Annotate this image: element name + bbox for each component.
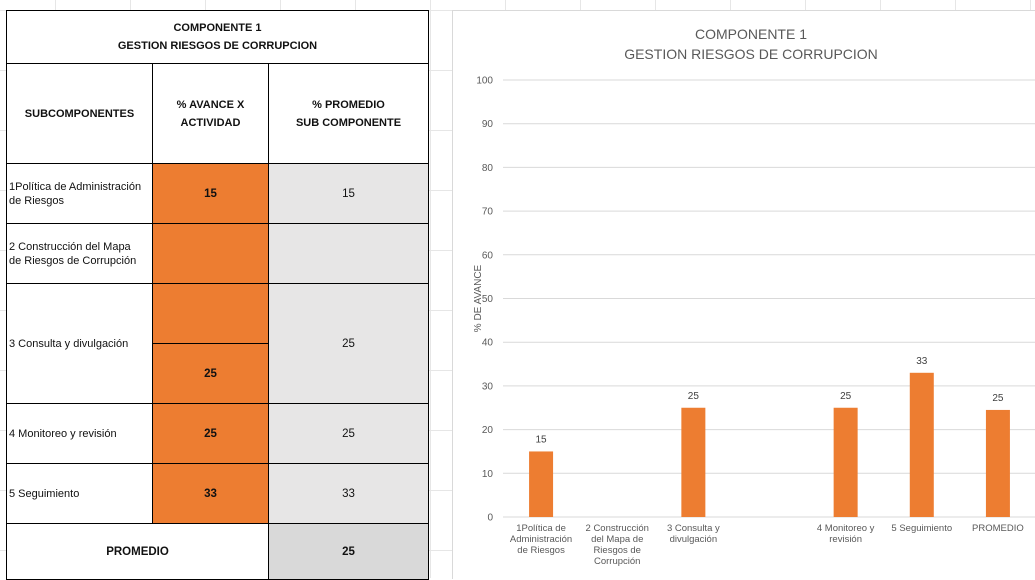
x-tick-label: de Riesgos	[517, 545, 565, 556]
data-label: 15	[536, 434, 548, 445]
header-avance-line2: ACTIVIDAD	[180, 116, 241, 129]
promedio-cell[interactable]: 25	[268, 283, 429, 404]
header-subcomponentes: SUBCOMPONENTES	[6, 63, 153, 164]
y-tick-label: 60	[482, 250, 494, 261]
promedio-label: PROMEDIO	[6, 523, 269, 580]
y-tick-label: 100	[476, 76, 493, 87]
table-row-promedio: PROMEDIO 25	[6, 523, 429, 580]
avance-cell[interactable]: 15	[152, 163, 269, 224]
avance-cell[interactable]: 25	[152, 343, 269, 404]
header-promedio-line1: % PROMEDIO	[312, 98, 385, 111]
row-label: 2 Construcción del Mapa de Riesgos de Co…	[6, 223, 153, 284]
y-tick-label: 50	[482, 294, 494, 305]
row-label-line1: 2 Construcción del Mapa	[9, 240, 131, 253]
row-label: 4 Monitoreo y revisión	[6, 403, 153, 464]
table-title-line2: GESTION RIESGOS DE CORRUPCION	[117, 40, 318, 52]
bar	[529, 451, 554, 517]
row-label-line2: de Riesgos de Corrupción	[9, 254, 137, 267]
x-tick-label: Corrupción	[594, 556, 640, 567]
bar	[833, 407, 858, 517]
table-row: 3 Consulta y divulgación 25	[6, 283, 429, 404]
y-tick-label: 20	[482, 425, 494, 436]
promedio-total-cell[interactable]: 25	[268, 523, 429, 580]
header-avance: % AVANCE X ACTIVIDAD	[152, 63, 269, 164]
header-promedio: % PROMEDIO SUB COMPONENTE	[268, 63, 429, 164]
table-row: 4 Monitoreo y revisión 25 25	[6, 403, 429, 464]
x-tick-label: del Mapa de	[591, 534, 643, 545]
avance-cell[interactable]	[152, 283, 269, 344]
row-label: 1Política de Administración de Riesgos	[6, 163, 153, 224]
x-tick-label: PROMEDIO	[972, 523, 1024, 534]
promedio-cell[interactable]: 25	[268, 403, 429, 464]
y-tick-label: 30	[482, 381, 494, 392]
table-row: 25	[7, 343, 429, 404]
promedio-cell[interactable]: 33	[268, 463, 429, 524]
y-axis-label: % DE AVANCE	[473, 264, 484, 332]
chart-title-line1: COMPONENTE 1	[695, 26, 807, 42]
x-tick-label: 4 Monitoreo y	[817, 523, 875, 534]
x-tick-label: 5 Seguimiento	[891, 523, 952, 534]
row-label-line1: 1Política de Administración	[9, 180, 142, 193]
x-tick-label: Administración	[510, 534, 572, 545]
x-tick-label: revisión	[829, 534, 862, 545]
chart-title-line2: GESTION RIESGOS DE CORRUPCION	[624, 46, 878, 62]
promedio-cell[interactable]: 15	[268, 163, 429, 224]
header-promedio-line2: SUB COMPONENTE	[295, 116, 402, 129]
x-tick-label: Riesgos de	[593, 545, 641, 556]
data-label: 33	[916, 356, 928, 367]
bar	[985, 409, 1010, 517]
x-tick-label: divulgación	[670, 534, 718, 545]
promedio-cell[interactable]	[268, 223, 429, 284]
row-label: 3 Consulta y divulgación	[6, 283, 153, 404]
data-label: 25	[840, 391, 852, 402]
row-label-line2: de Riesgos	[9, 194, 65, 207]
x-tick-label: 1Política de	[516, 523, 566, 534]
y-tick-label: 80	[482, 163, 494, 174]
chart-panel[interactable]: COMPONENTE 1 GESTION RIESGOS DE CORRUPCIO…	[452, 10, 1035, 579]
data-label: 25	[688, 391, 700, 402]
y-tick-label: 40	[482, 338, 494, 349]
table-row: 1Política de Administración de Riesgos 1…	[6, 163, 429, 224]
bar	[909, 372, 934, 517]
row-label: 5 Seguimiento	[6, 463, 153, 524]
component-table: COMPONENTE 1 GESTION RIESGOS DE CORRUPCI…	[6, 10, 429, 580]
table-row: 5 Seguimiento 33 33	[6, 463, 429, 524]
data-label: 25	[992, 393, 1004, 404]
bar	[681, 407, 706, 517]
avance-cell[interactable]: 25	[152, 403, 269, 464]
y-tick-label: 10	[482, 469, 494, 480]
table-row: 2 Construcción del Mapa de Riesgos de Co…	[6, 223, 429, 284]
y-tick-label: 90	[482, 119, 494, 130]
table-title: COMPONENTE 1 GESTION RIESGOS DE CORRUPCI…	[6, 10, 429, 64]
header-avance-line1: % AVANCE X	[176, 98, 245, 111]
table-title-line1: COMPONENTE 1	[173, 22, 262, 34]
avance-cell[interactable]: 33	[152, 463, 269, 524]
avance-cell[interactable]	[152, 223, 269, 284]
x-tick-label: 3 Consulta y	[667, 523, 720, 534]
x-tick-label: 2 Construcción	[586, 523, 649, 534]
bar-chart: COMPONENTE 1 GESTION RIESGOS DE CORRUPCIO…	[473, 26, 1035, 567]
y-tick-label: 0	[487, 513, 493, 524]
y-tick-label: 70	[482, 207, 494, 218]
